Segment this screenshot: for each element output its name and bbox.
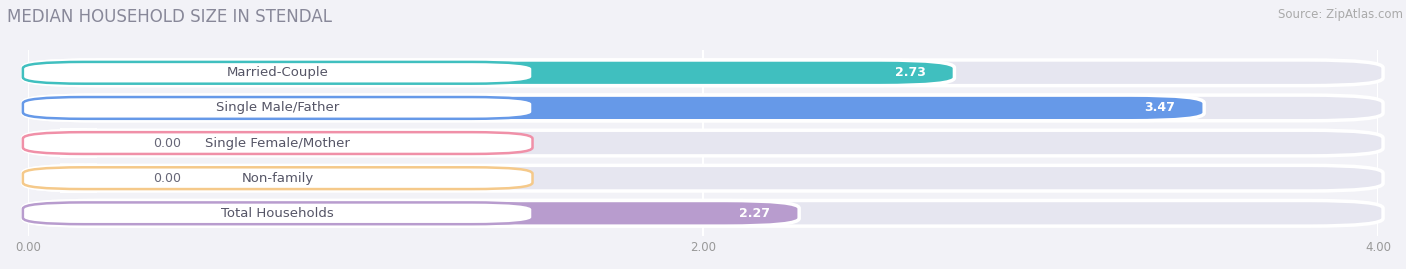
Text: 3.47: 3.47 xyxy=(1144,101,1175,114)
Text: 2.27: 2.27 xyxy=(740,207,770,220)
FancyBboxPatch shape xyxy=(22,130,134,156)
Text: 2.73: 2.73 xyxy=(894,66,925,79)
FancyBboxPatch shape xyxy=(22,202,533,224)
FancyBboxPatch shape xyxy=(22,95,1384,121)
Text: MEDIAN HOUSEHOLD SIZE IN STENDAL: MEDIAN HOUSEHOLD SIZE IN STENDAL xyxy=(7,8,332,26)
Text: Married-Couple: Married-Couple xyxy=(226,66,329,79)
Text: Source: ZipAtlas.com: Source: ZipAtlas.com xyxy=(1278,8,1403,21)
FancyBboxPatch shape xyxy=(22,60,955,86)
FancyBboxPatch shape xyxy=(22,60,1384,86)
Text: Total Households: Total Households xyxy=(221,207,335,220)
FancyBboxPatch shape xyxy=(22,62,533,84)
FancyBboxPatch shape xyxy=(22,130,1384,156)
Text: 0.00: 0.00 xyxy=(153,137,181,150)
FancyBboxPatch shape xyxy=(22,200,799,226)
Text: Single Male/Father: Single Male/Father xyxy=(217,101,339,114)
FancyBboxPatch shape xyxy=(22,95,1204,121)
FancyBboxPatch shape xyxy=(22,165,1384,191)
FancyBboxPatch shape xyxy=(22,167,533,189)
Text: 0.00: 0.00 xyxy=(153,172,181,185)
Text: Non-family: Non-family xyxy=(242,172,314,185)
FancyBboxPatch shape xyxy=(22,165,134,191)
FancyBboxPatch shape xyxy=(22,132,533,154)
Text: Single Female/Mother: Single Female/Mother xyxy=(205,137,350,150)
FancyBboxPatch shape xyxy=(22,200,1384,226)
FancyBboxPatch shape xyxy=(22,97,533,119)
